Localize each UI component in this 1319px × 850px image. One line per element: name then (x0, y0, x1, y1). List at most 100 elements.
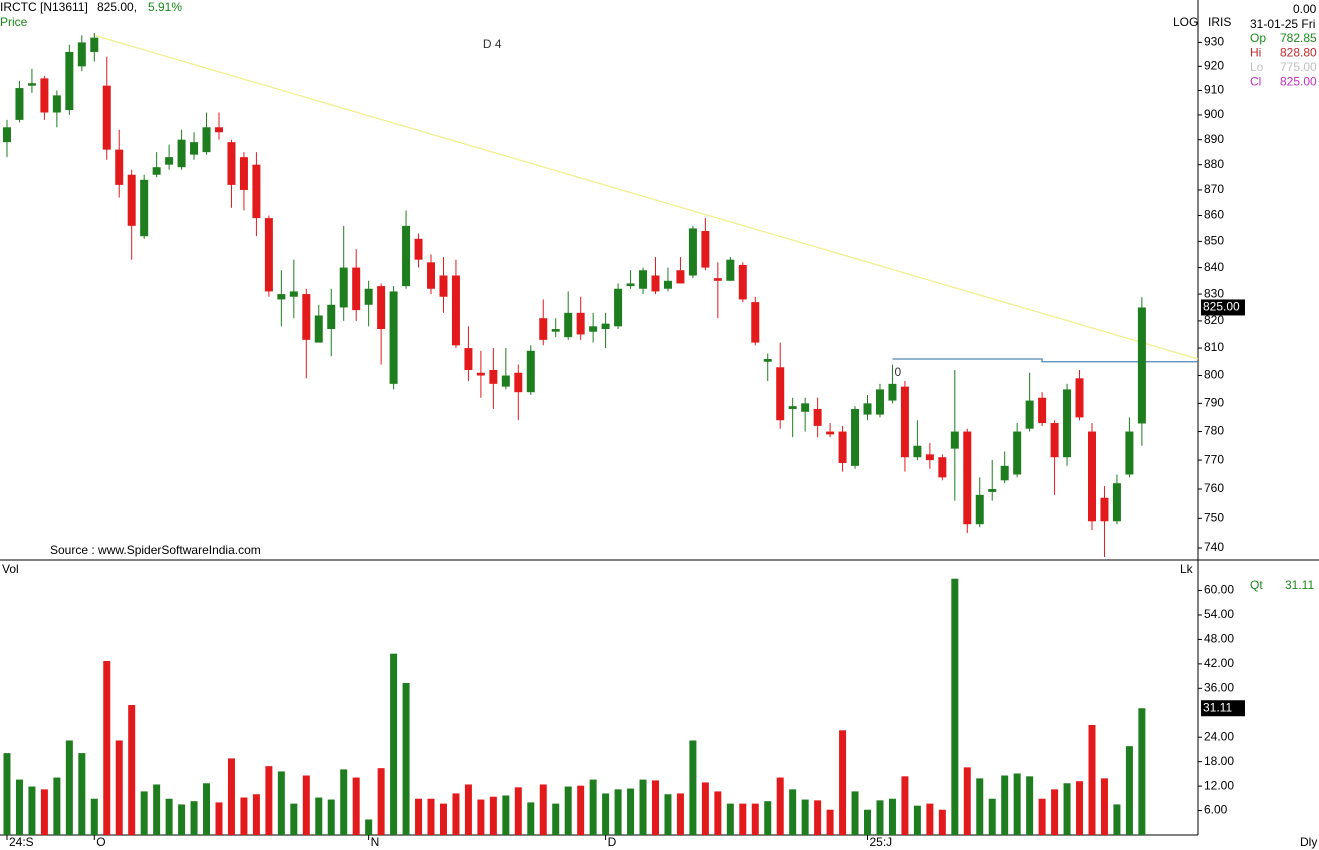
volume-bar (527, 802, 535, 835)
candle-body (327, 304, 336, 330)
candle-body (801, 403, 810, 412)
candle-body (77, 42, 86, 67)
candle-body (2, 127, 11, 143)
volume-bar (577, 785, 585, 835)
volume-bar (589, 779, 597, 835)
volume-bar (1138, 708, 1146, 835)
legend-value: 775.00 (1280, 60, 1317, 74)
volume-bar (464, 784, 472, 835)
candle-body (65, 51, 74, 111)
volume-bar (415, 798, 423, 835)
scale-mode: LOG (1173, 15, 1198, 29)
candle-body (751, 302, 760, 343)
candle-body (963, 431, 972, 525)
volume-bar (651, 780, 659, 835)
y-tick-label: 12.00 (1204, 778, 1234, 792)
volume-bar (190, 801, 198, 835)
volume-bar (726, 803, 734, 835)
volume-bar (888, 798, 896, 835)
candle-body (851, 408, 860, 466)
annotation: 0 (894, 365, 901, 379)
y-tick-label: 910 (1204, 83, 1224, 97)
volume-bar (402, 683, 410, 835)
volume-bar (178, 804, 186, 835)
volume-bar (90, 798, 98, 835)
legend-label: Hi (1250, 46, 1261, 60)
y-tick-label: 60.00 (1204, 583, 1234, 597)
candle-body (589, 326, 598, 332)
candle-body (389, 291, 398, 384)
volume-bar (751, 803, 759, 835)
volume-bar (53, 777, 61, 835)
y-tick-label: 810 (1204, 340, 1224, 354)
y-tick-label: 820 (1204, 313, 1224, 327)
volume-bar (1100, 778, 1108, 835)
volume-bar (15, 779, 23, 835)
source: Source : www.SpiderSoftwareIndia.com (50, 543, 261, 557)
candle-body (1013, 431, 1022, 475)
volume-bar (689, 740, 697, 835)
candle-body (264, 218, 273, 292)
candle-body (576, 312, 585, 335)
volume-bar (302, 775, 310, 835)
candle-body (40, 78, 49, 113)
vol-label: Vol (2, 562, 19, 576)
candle-body (52, 95, 61, 113)
y-tick-label: 770 (1204, 452, 1224, 466)
volume-bar (514, 787, 522, 835)
x-tick-label: N (371, 835, 380, 849)
volume-bar (901, 776, 909, 835)
last-price: 825.00, (97, 0, 137, 14)
candle-body (539, 318, 548, 340)
candle-body (813, 408, 822, 426)
legend-label: Cl (1250, 75, 1261, 89)
candle-body (277, 294, 286, 300)
volume-bar (78, 753, 86, 835)
candle-body (115, 149, 124, 185)
y-tick-label: 6.00 (1204, 803, 1228, 817)
volume-bar (252, 794, 260, 835)
y-tick-label: 890 (1204, 132, 1224, 146)
volume-bar (327, 799, 335, 835)
candle-body (239, 157, 248, 190)
trendline (94, 34, 1199, 360)
legend-value: 828.80 (1280, 46, 1317, 60)
candle-body (713, 278, 722, 281)
volume-bar (739, 803, 747, 835)
volume-bar (963, 767, 971, 835)
candle-body (414, 238, 423, 260)
candle-body (1050, 423, 1059, 458)
candle-body (663, 280, 672, 289)
volume-marker-label: 31.11 (1203, 700, 1232, 714)
volume-bar (664, 794, 672, 835)
panel-label: Price (0, 15, 28, 29)
volume-bar (1001, 775, 1009, 835)
legend-label: Op (1250, 31, 1266, 45)
volume-bar (290, 803, 298, 835)
y-tick-label: 24.00 (1204, 729, 1234, 743)
volume-bar (614, 789, 622, 835)
price-marker (1201, 299, 1245, 316)
volume-bar (1088, 724, 1096, 835)
volume-bar (701, 782, 709, 835)
volume-bar (926, 803, 934, 835)
volume-bar (215, 802, 223, 835)
candle-body (364, 288, 373, 305)
candle-body (938, 457, 947, 478)
volume-bar (340, 769, 348, 835)
legend-value: 825.00 (1280, 75, 1317, 89)
candle-body (826, 431, 835, 435)
interval: Dly (1300, 835, 1317, 849)
y-tick-label: 920 (1204, 59, 1224, 73)
volume-bar (128, 705, 136, 835)
volume-bar (40, 789, 48, 835)
candle-body (1100, 497, 1109, 522)
candle-body (888, 383, 897, 401)
candle-body (763, 358, 772, 362)
volume-bar (3, 753, 11, 835)
candle-body (27, 83, 36, 86)
volume-bar (165, 798, 173, 835)
study: IRIS (1208, 15, 1231, 29)
candle-body (738, 264, 747, 300)
candle-body (289, 291, 298, 297)
